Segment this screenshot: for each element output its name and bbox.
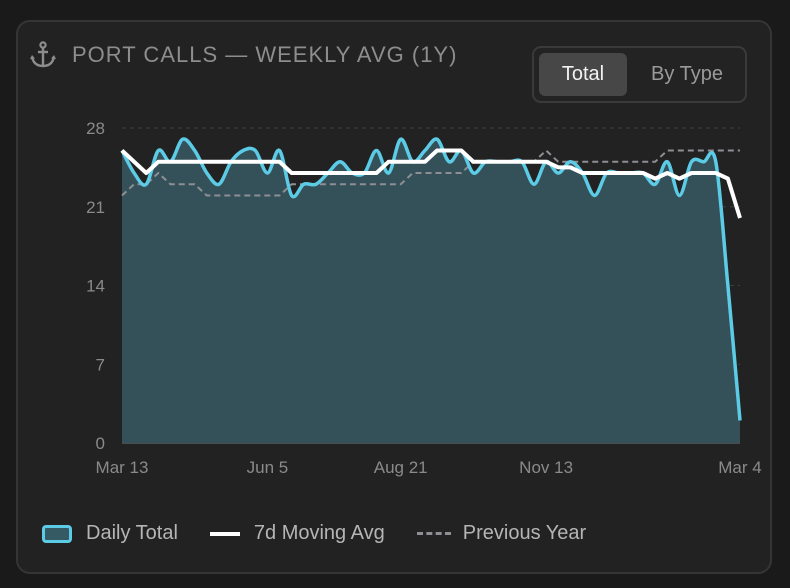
- y-tick-label: 0: [96, 434, 105, 453]
- previous-year-swatch: [416, 532, 451, 535]
- x-tick-label: Mar 4: [718, 458, 761, 477]
- x-tick-label: Nov 13: [519, 458, 573, 477]
- y-tick-label: 14: [86, 277, 105, 296]
- total-toggle-button[interactable]: Total: [539, 53, 627, 96]
- y-tick-label: 7: [96, 355, 105, 374]
- daily-total-area: [122, 138, 740, 443]
- view-toggle: Total By Type: [532, 46, 747, 103]
- moving-avg-swatch: [209, 531, 240, 536]
- previous-year-line: [121, 149, 740, 197]
- daily-total-swatch: [42, 524, 72, 543]
- x-tick-label: Aug 21: [374, 458, 428, 477]
- legend: Daily Total 7d Moving Avg Previous Year: [42, 522, 618, 545]
- legend-label-moving-avg: 7d Moving Avg: [253, 522, 385, 544]
- x-tick-label: Jun 5: [247, 458, 289, 477]
- header: PORT CALLS — WEEKLY AVG (1Y): [28, 40, 457, 70]
- by-type-toggle-button[interactable]: By Type: [651, 63, 723, 85]
- y-tick-label: 21: [86, 198, 105, 217]
- legend-label-daily-total: Daily Total: [86, 522, 178, 544]
- chart-title: PORT CALLS — WEEKLY AVG (1Y): [72, 42, 458, 67]
- anchor-icon: [30, 41, 56, 68]
- x-tick-label: Mar 13: [96, 458, 149, 477]
- legend-item-daily-total[interactable]: Daily Total: [42, 522, 178, 545]
- legend-label-previous-year: Previous Year: [462, 522, 587, 544]
- 7d-moving-avg-line: [120, 148, 742, 219]
- legend-item-previous-year[interactable]: Previous Year: [416, 522, 587, 545]
- y-tick-label: 28: [86, 119, 105, 138]
- legend-item-moving-avg[interactable]: 7d Moving Avg: [209, 522, 385, 545]
